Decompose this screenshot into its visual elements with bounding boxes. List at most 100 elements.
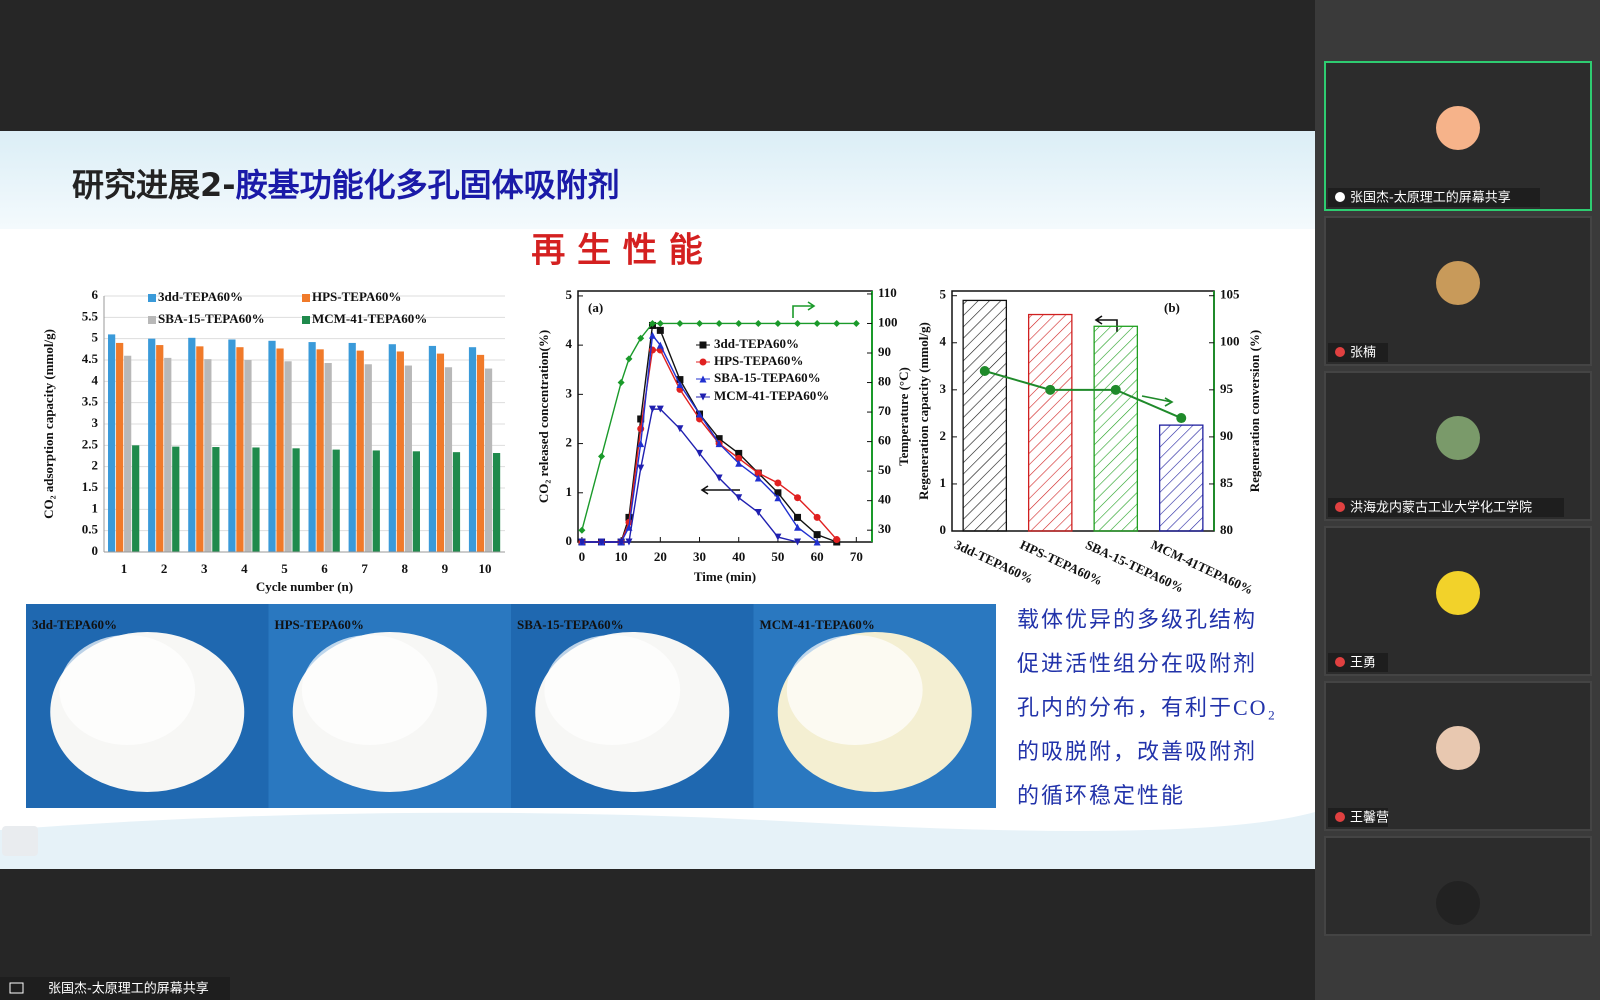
axis-label: Regeneration conversion (%) [1247, 330, 1262, 492]
bar [108, 334, 116, 552]
axis-arrow [1141, 395, 1174, 407]
bar [348, 342, 356, 552]
axis-label: Time (min) [694, 569, 756, 584]
tick-label: 4 [566, 336, 573, 351]
tick-label: 90 [1220, 428, 1233, 443]
tick-label: 40 [878, 492, 891, 507]
tick-label: 30 [878, 521, 891, 536]
participant-name: 王勇 [1350, 656, 1376, 671]
name-bg [1328, 188, 1540, 207]
tick-label: 100 [878, 314, 898, 329]
tick-label: 80 [1220, 522, 1233, 537]
tick-label: 4 [940, 334, 947, 349]
bar [1158, 424, 1204, 532]
bar [356, 350, 364, 552]
share-banner: 张国杰-太原理工的屏幕共享 [48, 981, 209, 997]
x-tick-label: 2 [161, 561, 168, 576]
tick-label: 3.5 [82, 394, 99, 409]
slide-wave [0, 812, 1315, 869]
axis-label: CO₂ adsorption capacity (mmol/g) [41, 329, 56, 519]
x-tick-label: 5 [281, 561, 288, 576]
tick-label: 70 [878, 403, 891, 418]
bar [148, 338, 156, 552]
photo-label: SBA-15-TEPA60% [517, 617, 624, 632]
tick-label: 50 [878, 462, 891, 477]
x-tick-label: 60 [811, 549, 824, 564]
x-tick-label: 9 [442, 561, 449, 576]
bar [276, 348, 284, 552]
bar [1093, 325, 1139, 532]
slide-body-text: 的吸脱附，改善吸附剂 [1017, 739, 1257, 764]
bar [476, 354, 485, 552]
tick-label: 3 [940, 381, 947, 396]
name-bg [1328, 653, 1388, 672]
powder [544, 635, 681, 745]
bar [172, 446, 180, 552]
legend-label: 3dd-TEPA60% [158, 289, 243, 304]
bar [132, 445, 140, 552]
bar [468, 347, 477, 552]
data-line [984, 370, 1182, 419]
data-line [581, 324, 837, 543]
powder [786, 635, 923, 745]
tick-label: 1 [940, 475, 947, 490]
tick-label: 0.5 [82, 522, 99, 537]
bar [452, 452, 461, 552]
x-tick-label: 40 [732, 549, 745, 564]
avatar [1436, 881, 1480, 925]
tick-label: 5.5 [82, 308, 99, 323]
bar [284, 361, 292, 552]
bar [412, 451, 420, 552]
slide-menu-button[interactable] [2, 826, 38, 856]
legend-swatch [148, 316, 156, 324]
legend-swatch [302, 316, 310, 324]
x-tick-label: 4 [241, 561, 248, 576]
tick-label: 2.5 [82, 436, 99, 451]
bar [188, 337, 196, 552]
legend-label: SBA-15-TEPA60% [714, 370, 821, 385]
bar [236, 347, 244, 552]
bar [268, 340, 276, 552]
avatar [1436, 106, 1480, 150]
slide-header-band [0, 131, 1315, 229]
mic-icon [1335, 657, 1345, 667]
avatar [1436, 571, 1480, 615]
tick-label: 2 [566, 435, 573, 450]
x-tick-label: 7 [361, 561, 368, 576]
slide-body-text: 的循环稳定性能 [1017, 783, 1185, 808]
tick-label: 0 [940, 522, 947, 537]
bar [428, 345, 437, 552]
bar [436, 353, 445, 552]
avatar [1436, 261, 1480, 305]
powder [59, 635, 196, 745]
title-main: 胺基功能化多孔固体吸附剂 [236, 166, 620, 204]
tick-label: 3 [566, 385, 573, 400]
legend-marker [699, 358, 707, 366]
photo-label: MCM-41-TEPA60% [760, 617, 875, 632]
tick-label: 60 [878, 433, 891, 448]
tick-label: 1.5 [82, 479, 99, 494]
x-tick-label: 6 [321, 561, 328, 576]
bar [396, 351, 404, 552]
bar [252, 447, 260, 552]
tick-label: 1 [566, 484, 573, 499]
tick-label: 1 [92, 500, 99, 515]
x-tick-label: 8 [402, 561, 409, 576]
bar [332, 449, 340, 552]
title-prefix: 研究进展2- [72, 166, 236, 204]
bar [324, 362, 332, 552]
tick-label: 5 [92, 330, 99, 345]
data-line [581, 322, 857, 531]
bar [364, 364, 372, 552]
legend-marker [699, 375, 707, 383]
legend-marker [699, 341, 707, 349]
bar [228, 339, 236, 552]
bar [492, 453, 501, 552]
legend-swatch [148, 294, 156, 302]
bar [292, 448, 300, 552]
slide-title: 研究进展2-胺基功能化多孔固体吸附剂 [72, 166, 620, 204]
tick-label: 4.5 [82, 351, 99, 366]
photo-label: HPS-TEPA60% [275, 617, 364, 632]
